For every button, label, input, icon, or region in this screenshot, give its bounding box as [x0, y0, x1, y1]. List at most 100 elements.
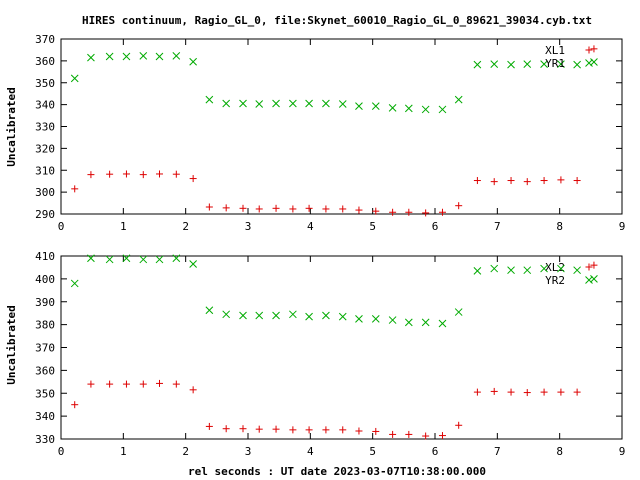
data-point-xl1 — [222, 204, 230, 212]
data-point-yr2 — [338, 312, 347, 321]
y-tick-label: 320 — [35, 142, 55, 155]
x-axis-label: rel seconds : UT date 2023-03-07T10:38:0… — [188, 465, 486, 478]
data-point-xl2 — [473, 388, 481, 396]
x-tick-label: 4 — [307, 445, 314, 458]
y-tick-label: 330 — [35, 121, 55, 134]
x-tick-label: 3 — [245, 445, 252, 458]
data-point-yr1 — [371, 102, 380, 111]
data-point-xl2 — [106, 380, 114, 388]
data-point-xl2 — [155, 379, 163, 387]
data-point-xl1 — [557, 176, 565, 184]
data-point-xl1 — [507, 177, 515, 185]
data-point-yr2 — [421, 318, 430, 327]
bottom-panel-y-axis-label: Uncalibrated — [5, 305, 18, 384]
data-point-yr2 — [172, 254, 181, 263]
data-point-xl2 — [305, 426, 313, 434]
data-point-xl1 — [372, 207, 380, 215]
chart-title: HIRES continuum, Ragio_GL_0, file:Skynet… — [82, 14, 592, 27]
data-point-yr2 — [523, 266, 532, 275]
data-point-xl1 — [205, 203, 213, 211]
data-point-yr1 — [507, 60, 515, 69]
y-tick-label: 300 — [35, 186, 55, 199]
data-point-xl2 — [422, 432, 430, 440]
x-tick-label: 1 — [120, 445, 127, 458]
data-point-yr2 — [122, 254, 131, 263]
data-point-xl2 — [557, 388, 565, 396]
y-tick-label: 410 — [35, 250, 55, 263]
data-point-xl1 — [473, 177, 481, 185]
data-point-yr1 — [105, 52, 114, 61]
data-point-xl2 — [389, 430, 397, 438]
data-point-yr1 — [322, 99, 330, 108]
plot-frame — [60, 38, 623, 215]
data-point-yr2 — [239, 311, 247, 320]
data-point-yr1 — [155, 52, 164, 61]
x-tick-label: 1 — [120, 220, 127, 233]
y-tick-label: 340 — [35, 410, 55, 423]
data-point-xl1 — [289, 205, 297, 213]
data-point-xl1 — [106, 170, 114, 178]
x-tick-label: 8 — [556, 445, 563, 458]
data-point-xl1 — [590, 45, 598, 53]
data-point-yr2 — [139, 255, 148, 264]
data-point-yr2 — [404, 318, 413, 327]
data-point-xl2 — [71, 401, 79, 409]
x-tick-label: 3 — [245, 220, 252, 233]
data-point-xl1 — [272, 204, 280, 212]
data-point-xl2 — [573, 388, 581, 396]
top-panel-y-axis-label: Uncalibrated — [5, 87, 18, 166]
data-point-xl1 — [139, 171, 147, 179]
x-tick-label: 7 — [494, 220, 501, 233]
data-point-yr1 — [222, 99, 231, 108]
data-point-xl2 — [239, 425, 247, 433]
legend-marker-yr2 — [585, 276, 593, 284]
data-point-yr1 — [490, 60, 499, 69]
data-point-xl2 — [372, 427, 380, 435]
data-point-xl2 — [523, 389, 531, 397]
y-tick-label: 360 — [35, 55, 55, 68]
legend-marker-xl1 — [585, 46, 593, 54]
data-point-xl2 — [205, 422, 213, 430]
x-tick-label: 4 — [307, 220, 314, 233]
y-tick-label: 390 — [35, 296, 55, 309]
data-point-xl1 — [339, 205, 347, 213]
data-point-xl1 — [239, 204, 247, 212]
data-point-yr1 — [122, 52, 131, 61]
data-point-yr2 — [371, 315, 380, 323]
data-point-xl2 — [540, 388, 548, 396]
data-point-yr1 — [438, 105, 447, 114]
data-point-xl2 — [438, 432, 446, 440]
data-point-xl2 — [455, 421, 463, 429]
data-point-yr1 — [590, 58, 598, 66]
x-tick-label: 8 — [556, 220, 563, 233]
data-point-xl1 — [189, 175, 197, 183]
data-point-yr1 — [87, 53, 95, 62]
data-point-xl1 — [172, 170, 180, 178]
data-point-yr2 — [189, 260, 198, 268]
data-point-yr2 — [438, 319, 447, 328]
data-point-yr2 — [454, 308, 463, 316]
y-tick-label: 350 — [35, 387, 55, 400]
data-point-yr1 — [388, 104, 397, 112]
data-point-xl1 — [122, 170, 130, 178]
data-point-yr1 — [239, 99, 247, 108]
data-point-yr2 — [557, 264, 565, 273]
data-point-xl2 — [255, 425, 263, 433]
y-tick-label: 290 — [35, 208, 55, 221]
data-point-xl2 — [122, 380, 130, 388]
data-point-yr2 — [205, 306, 214, 315]
data-point-xl1 — [305, 204, 313, 212]
legend-marker-yr1 — [585, 59, 593, 67]
x-tick-label: 7 — [494, 445, 501, 458]
bottom-panel: Uncalibrated 0 1 2 3 4 5 6 7 8 9 330 340 350 360 370 38… — [5, 250, 625, 458]
data-point-xl1 — [523, 178, 531, 186]
x-tick-label: 0 — [58, 445, 65, 458]
data-point-yr2 — [289, 310, 297, 319]
data-point-xl2 — [272, 425, 280, 433]
data-point-yr1 — [523, 60, 532, 69]
top-panel: Uncalibrated 0 1 2 3 4 5 6 7 8 9 290 300 310 320 330 34… — [5, 33, 625, 233]
x-tick-label: 2 — [182, 220, 189, 233]
data-point-xl2 — [322, 426, 330, 434]
data-point-xl1 — [255, 205, 263, 213]
